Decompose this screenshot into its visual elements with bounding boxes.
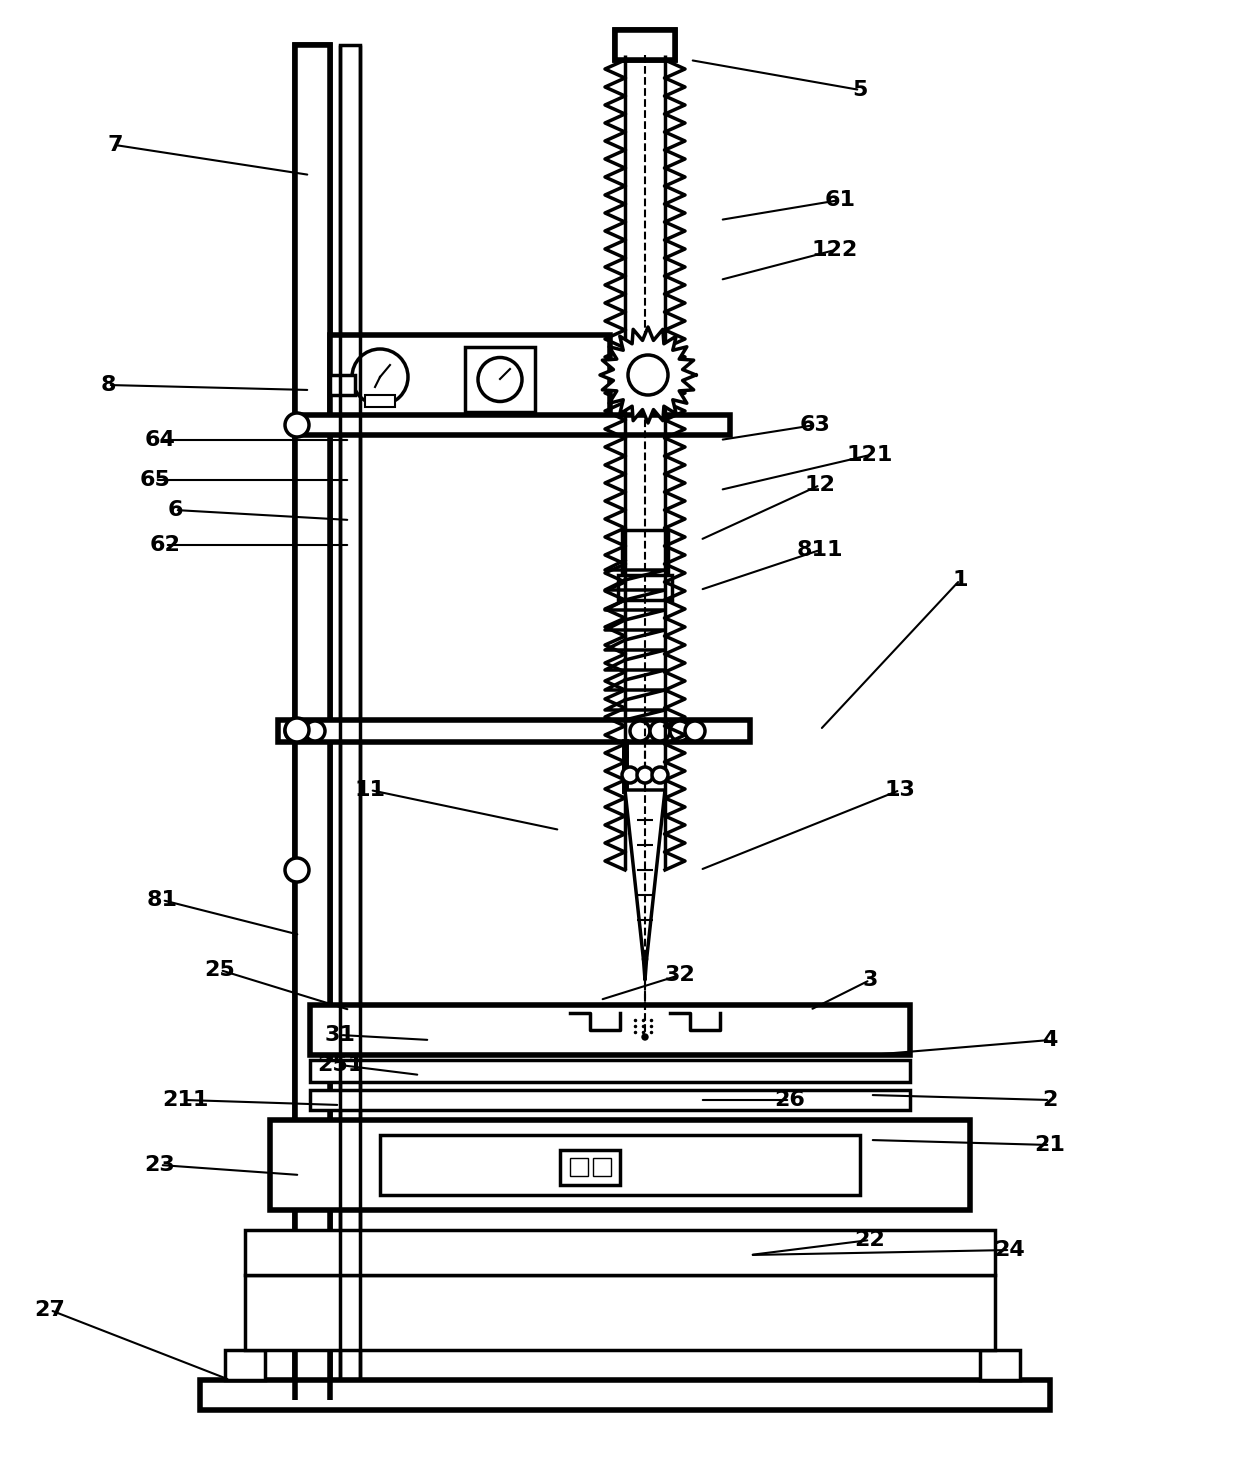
Text: 122: 122: [812, 240, 858, 260]
Text: 2: 2: [1043, 1090, 1058, 1109]
Text: 811: 811: [797, 540, 843, 561]
Text: 22: 22: [854, 1229, 885, 1250]
Bar: [246, 1275, 994, 1350]
Polygon shape: [600, 326, 696, 423]
Text: 11: 11: [355, 780, 386, 799]
Circle shape: [622, 767, 639, 783]
Text: 3: 3: [862, 970, 878, 991]
Text: 63: 63: [800, 415, 831, 435]
Text: 81: 81: [146, 890, 177, 911]
Text: 25: 25: [205, 960, 236, 980]
Text: 7: 7: [107, 135, 123, 156]
Bar: [340, 44, 360, 1400]
Bar: [330, 375, 355, 394]
Text: 62: 62: [150, 535, 181, 555]
Bar: [295, 415, 730, 435]
Text: 1: 1: [952, 569, 967, 590]
Bar: [615, 30, 675, 59]
Circle shape: [285, 718, 309, 742]
Text: 24: 24: [994, 1240, 1025, 1261]
Text: 64: 64: [145, 430, 175, 449]
Bar: [365, 394, 396, 406]
Text: 27: 27: [35, 1301, 66, 1320]
Text: 31: 31: [325, 1025, 356, 1046]
Bar: [224, 1350, 265, 1381]
Circle shape: [285, 412, 309, 437]
Circle shape: [627, 354, 668, 394]
Bar: [310, 1005, 910, 1054]
Text: 12: 12: [805, 475, 836, 495]
Circle shape: [684, 721, 706, 742]
Circle shape: [286, 721, 308, 742]
Text: 65: 65: [140, 470, 170, 489]
Circle shape: [670, 721, 689, 742]
Circle shape: [630, 721, 650, 742]
Bar: [465, 347, 534, 412]
Text: 6: 6: [167, 500, 182, 521]
Text: 21: 21: [1034, 1134, 1065, 1155]
Circle shape: [305, 721, 325, 742]
Bar: [615, 30, 675, 59]
Text: 4: 4: [1043, 1031, 1058, 1050]
Bar: [246, 1229, 994, 1275]
Text: 5: 5: [852, 80, 868, 99]
Circle shape: [650, 721, 670, 742]
Text: 26: 26: [775, 1090, 806, 1109]
Text: 61: 61: [825, 190, 856, 211]
Bar: [618, 575, 672, 601]
Bar: [310, 1090, 910, 1109]
Text: 32: 32: [665, 965, 696, 985]
Text: 121: 121: [847, 445, 893, 466]
Circle shape: [477, 357, 522, 402]
Bar: [593, 1158, 611, 1176]
Bar: [622, 529, 668, 580]
Bar: [310, 1060, 910, 1083]
Circle shape: [285, 859, 309, 882]
Circle shape: [637, 767, 653, 783]
Bar: [270, 1120, 970, 1210]
Bar: [295, 44, 330, 1400]
Bar: [200, 1381, 1050, 1410]
Text: 8: 8: [100, 375, 115, 394]
Circle shape: [352, 349, 408, 405]
Bar: [330, 335, 610, 420]
Bar: [379, 1134, 861, 1195]
Polygon shape: [625, 790, 665, 960]
Bar: [295, 44, 330, 1400]
Bar: [615, 30, 675, 59]
Bar: [570, 1158, 588, 1176]
Bar: [295, 44, 330, 1400]
Circle shape: [652, 767, 668, 783]
Bar: [278, 721, 750, 742]
Bar: [560, 1149, 620, 1185]
Text: 211: 211: [161, 1090, 208, 1109]
Text: 13: 13: [884, 780, 915, 799]
Text: 23: 23: [145, 1155, 175, 1175]
Bar: [980, 1350, 1021, 1381]
Circle shape: [285, 721, 305, 742]
Circle shape: [642, 1034, 649, 1040]
Text: 251: 251: [317, 1054, 363, 1075]
